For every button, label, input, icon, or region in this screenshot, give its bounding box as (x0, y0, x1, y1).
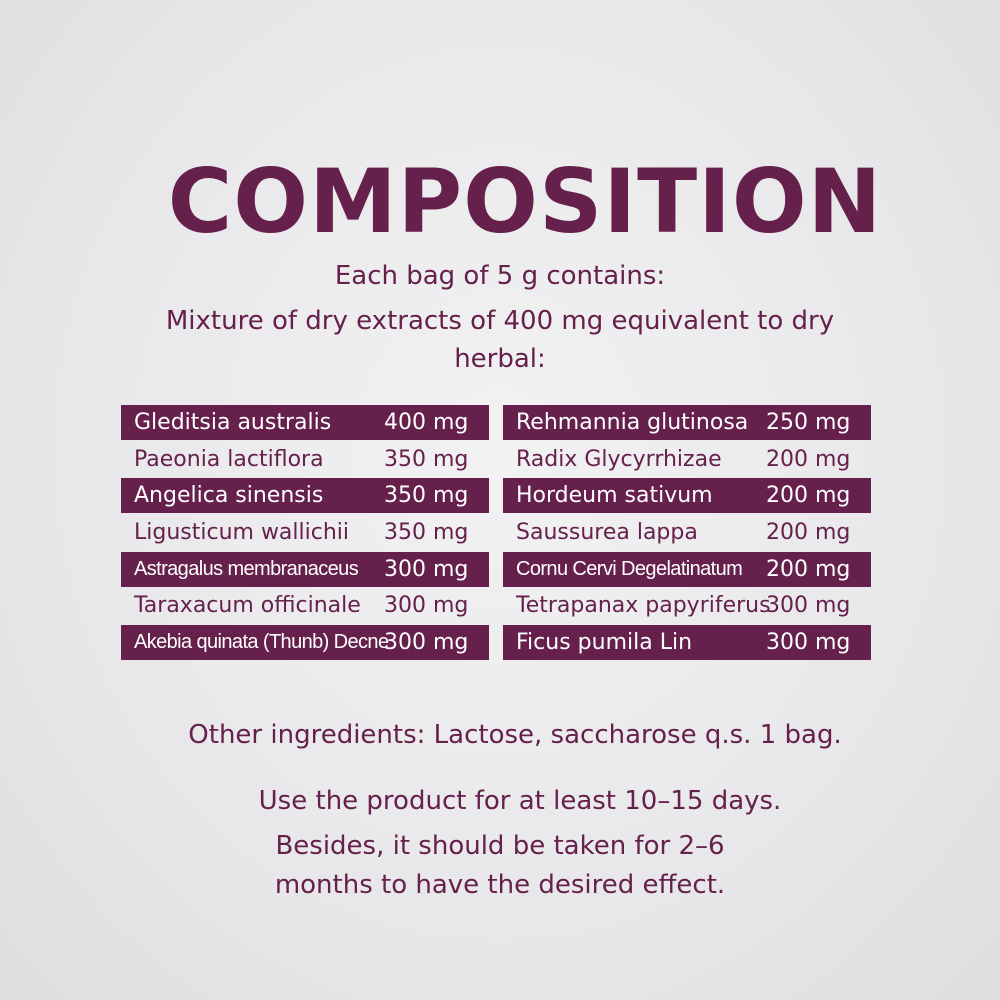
ingredient-name: Taraxacum officinale (134, 593, 361, 619)
ingredients-table-right: Rehmannia glutinosa 250 mg Radix Glycyrrhi… (503, 405, 871, 662)
ingredient-amount: 200 mg (766, 520, 851, 546)
ingredient-row: Angelica sinensis 350 mg (121, 478, 489, 514)
ingredient-name: Akebia quinata (Thunb) Decne (134, 631, 389, 654)
intro-line-3: herbal: (454, 344, 546, 374)
ingredient-amount: 350 mg (384, 520, 469, 546)
ingredient-amount: 350 mg (384, 446, 469, 472)
ingredient-amount: 400 mg (384, 410, 469, 435)
ingredient-row: Cornu Cervi Degelatinatum 200 mg (503, 551, 871, 587)
ingredient-name: Rehmannia glutinosa (516, 410, 749, 435)
ingredient-name: Gleditsia australis (134, 410, 332, 435)
ingredient-amount: 200 mg (766, 483, 851, 509)
ingredient-name: Ligusticum wallichii (134, 520, 350, 546)
ingredient-row: Saussurea lappa 200 mg (503, 515, 871, 550)
ingredient-name: Hordeum sativum (516, 483, 713, 509)
ingredient-name: Radix Glycyrrhizae (516, 446, 722, 472)
ingredient-name: Ficus pumila Lin (516, 630, 693, 656)
ingredient-amount: 300 mg (384, 593, 469, 619)
ingredient-name: Astragalus membranaceus (134, 557, 359, 580)
ingredient-row: Rehmannia glutinosa 250 mg (503, 405, 871, 440)
ingredient-name: Tetrapanax papyriferus (516, 593, 771, 619)
ingredient-row: Ficus pumila Lin 300 mg (503, 625, 871, 661)
ingredient-row: Ligusticum wallichii 350 mg (121, 515, 489, 550)
ingredient-row: Taraxacum officinale 300 mg (121, 588, 489, 623)
ingredient-row: Paeonia lactiflora 350 mg (121, 442, 489, 477)
ingredient-row: Hordeum sativum 200 mg (503, 478, 871, 514)
ingredient-name: Cornu Cervi Degelatinatum (516, 557, 743, 580)
ingredient-amount: 300 mg (384, 630, 469, 656)
ingredient-name: Saussurea lappa (516, 520, 698, 546)
intro-line-1: Each bag of 5 g contains: (334, 261, 666, 291)
usage-line-2: Besides, it should be taken for 2–6 (275, 831, 725, 861)
ingredient-name: Paeonia lactiflora (134, 446, 324, 472)
page-title: COMPOSITION (167, 150, 883, 253)
ingredient-amount: 200 mg (766, 556, 851, 582)
ingredient-amount: 200 mg (766, 446, 851, 472)
ingredient-row: Tetrapanax papyriferus 300 mg (503, 588, 871, 623)
ingredient-amount: 250 mg (766, 410, 851, 435)
ingredient-row: Gleditsia australis 400 mg (121, 405, 489, 440)
ingredients-table-left: Gleditsia australis 400 mg Paeonia lactifl… (121, 405, 489, 662)
intro-line-2: Mixture of dry extracts of 400 mg equiva… (165, 306, 835, 336)
ingredient-name: Angelica sinensis (134, 483, 324, 509)
usage-line-1: Use the product for at least 10–15 days. (258, 786, 782, 816)
ingredient-amount: 300 mg (766, 630, 851, 656)
ingredient-amount: 350 mg (384, 483, 469, 509)
ingredient-row: Akebia quinata (Thunb) Decne 300 mg (121, 625, 489, 661)
ingredient-row: Astragalus membranaceus 300 mg (121, 551, 489, 587)
usage-line-3: months to have the desired effect. (274, 870, 726, 900)
ingredient-amount: 300 mg (766, 593, 851, 619)
ingredient-row: Radix Glycyrrhizae 200 mg (503, 442, 871, 477)
ingredient-amount: 300 mg (384, 556, 469, 582)
other-ingredients: Other ingredients: Lactose, saccharose q… (188, 720, 842, 750)
